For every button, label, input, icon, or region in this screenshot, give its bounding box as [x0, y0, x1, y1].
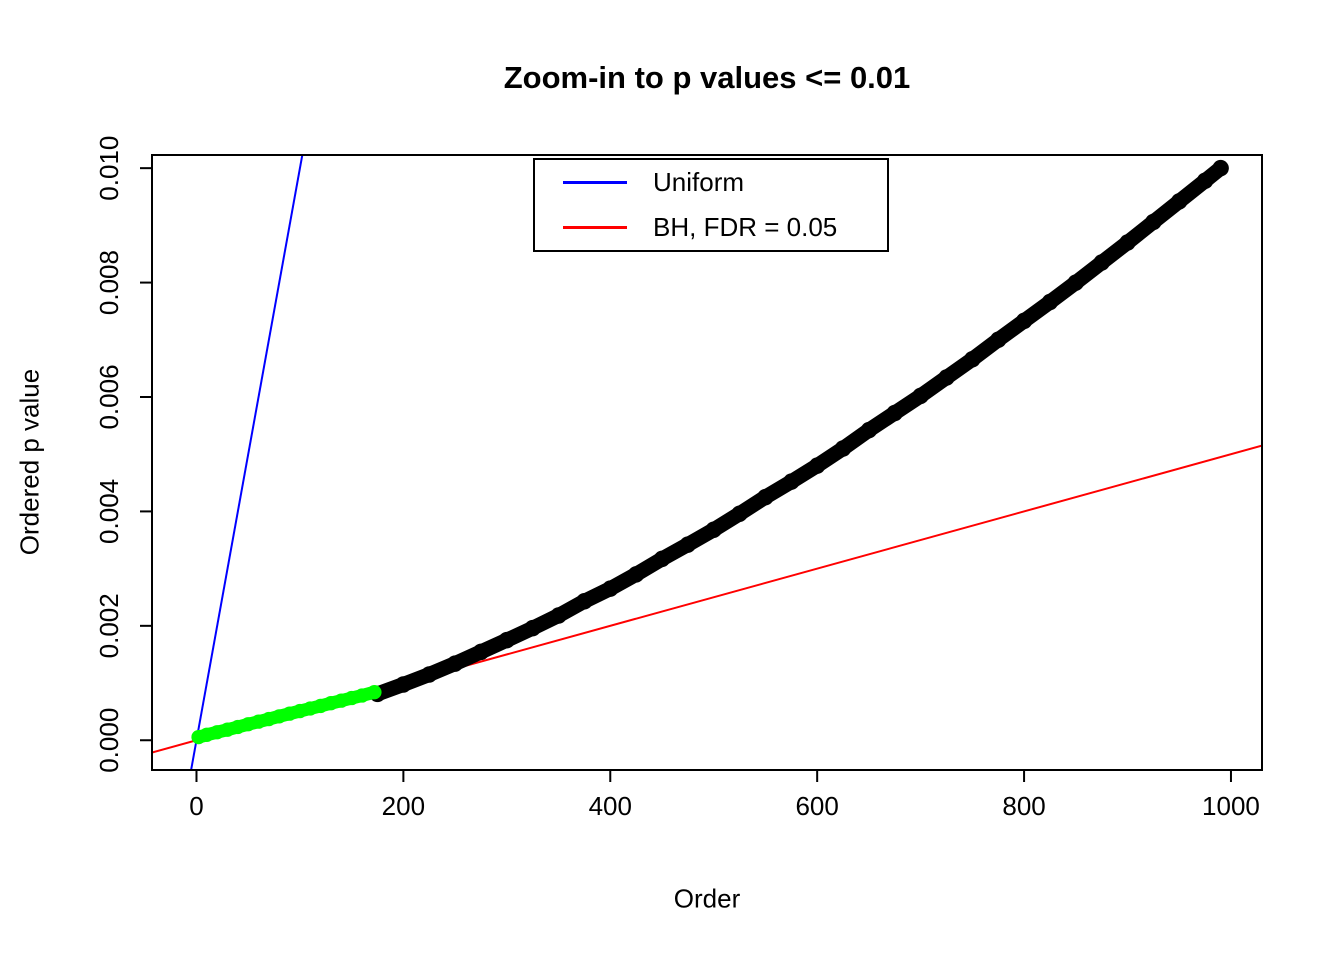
ordered-p-values-point	[1212, 159, 1229, 177]
ordered-p-values-point	[576, 592, 593, 610]
bh-rejected-p-values-point	[367, 685, 382, 700]
ordered-p-values-point	[1067, 274, 1085, 291]
plot-border	[151, 154, 1263, 771]
x-tick-label: 1000	[1202, 791, 1260, 821]
ordered-p-values-point	[860, 421, 878, 439]
y-tick-label: 0.006	[94, 364, 124, 429]
ordered-p-values-point	[1170, 193, 1188, 210]
y-axis-title: Ordered p value	[14, 368, 45, 556]
ordered-p-values-point	[498, 631, 516, 649]
x-tick-label: 400	[589, 791, 632, 821]
ordered-p-values-point	[1196, 172, 1214, 189]
y-tick-label: 0.010	[94, 136, 124, 201]
ordered-p-values-point	[472, 643, 490, 661]
legend-label-uniform: Uniform	[653, 167, 745, 197]
y-tick-label: 0.008	[94, 250, 124, 315]
ordered-p-values-point	[627, 566, 645, 583]
uniform-line-swatch	[563, 181, 627, 184]
y-tick-label: 0.002	[94, 593, 124, 658]
ordered-p-values-point	[757, 488, 774, 506]
y-tick-label: 0.004	[94, 479, 124, 544]
y-tick-label: 0.000	[94, 708, 124, 773]
ordered-p-values-point	[550, 607, 567, 624]
x-tick-label: 200	[382, 791, 425, 821]
ordered-p-values-point	[395, 676, 412, 693]
ordered-p-values-point	[679, 536, 697, 553]
legend-row-bh: BH, FDR = 0.05	[563, 212, 887, 243]
ordered-p-values-point	[420, 666, 438, 683]
legend-row-uniform: Uniform	[563, 167, 887, 198]
x-tick-label: 0	[189, 791, 203, 821]
ordered-p-values-point	[731, 505, 748, 522]
ordered-p-values-point	[783, 473, 800, 490]
plot-data-layer	[152, 155, 1262, 770]
ordered-p-values-point	[964, 350, 981, 368]
ordered-p-values-point	[446, 655, 464, 672]
uniform-line	[190, 155, 304, 770]
ordered-p-values-point	[653, 550, 671, 568]
ordered-p-values-point	[989, 331, 1007, 349]
x-tick-label: 600	[795, 791, 838, 821]
bh-line-swatch	[563, 226, 627, 229]
chart-title: Zoom-in to p values <= 0.01	[503, 60, 911, 95]
ordered-p-values-point	[1119, 234, 1136, 251]
ordered-p-values-point	[1093, 254, 1110, 271]
legend-label-bh: BH, FDR = 0.05	[653, 212, 838, 242]
ordered-p-values-point	[1015, 312, 1033, 330]
ordered-p-values-point	[602, 580, 619, 597]
ordered-p-values-point	[912, 387, 929, 405]
ordered-p-values-point	[705, 521, 722, 538]
ordered-p-values-point	[808, 457, 826, 474]
x-tick-label: 800	[1002, 791, 1045, 821]
ordered-p-values-band	[370, 160, 1229, 702]
x-axis-title: Order	[673, 883, 741, 914]
ordered-p-values-point	[524, 619, 541, 637]
ordered-p-values-point	[834, 440, 852, 457]
ordered-p-values-point	[938, 369, 955, 386]
ordered-p-values-point	[886, 404, 904, 422]
ordered-p-values-point	[1145, 213, 1162, 231]
bh-rejected-p-values-point	[354, 688, 370, 703]
ordered-p-values-point	[1041, 293, 1059, 311]
legend-box: Uniform BH, FDR = 0.05	[533, 158, 889, 252]
